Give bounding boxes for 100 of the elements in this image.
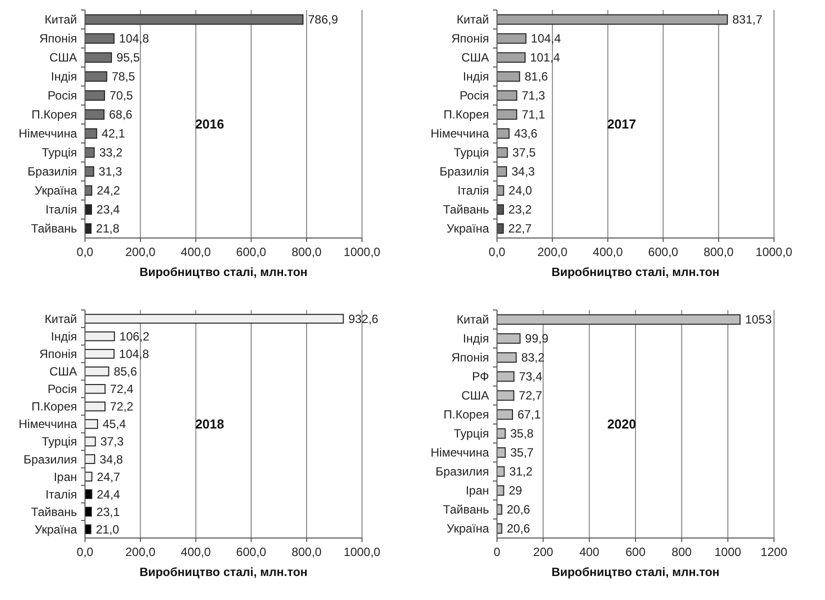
y-tick-label: Японія [451,32,489,46]
x-tick-label: 200,0 [537,245,568,259]
y-tick-label: Турція [454,426,489,441]
x-tick-label: 0 [494,545,501,559]
data-label: 23,1 [96,504,120,519]
annotation: 2018 [195,416,224,432]
y-tick-label: Україна [446,222,490,236]
bar [84,71,108,82]
x-tick-label: 800,0 [292,545,322,559]
data-label: 37,3 [100,434,124,449]
x-tick-label: 400,0 [180,545,212,559]
bar [84,109,104,120]
bar [496,71,520,82]
y-tick-label: Китай [456,312,489,327]
bar [496,109,518,120]
y-tick-label: Росія [460,88,489,103]
bar [496,333,521,344]
y-tick-label: РФ [472,370,489,384]
data-label: 72,2 [110,400,134,414]
y-tick-label: Бразилия [436,464,489,479]
data-label: 932,6 [348,312,379,326]
bar [496,52,526,63]
bar [84,348,115,359]
bar [496,90,518,101]
bar [84,14,304,25]
data-label: 22,7 [508,222,532,236]
data-label: 35,8 [510,426,534,441]
y-tick-label: Індія [462,70,489,84]
data-label: 101,4 [530,50,560,65]
data-label: 20,6 [506,522,530,536]
data-label: 72,7 [518,388,542,403]
y-tick-label: Тайвань [443,502,489,517]
bar [496,390,514,401]
data-label: 35,7 [510,446,534,460]
y-tick-label: Індія [50,330,77,344]
y-tick-label: П.Корея [32,108,77,122]
x-tick-label: 0,0 [76,545,94,559]
x-tick-label: 0,0 [76,245,94,259]
data-label: 83,2 [521,350,545,365]
bar [84,90,106,101]
x-tick-label: 800 [672,545,692,559]
y-tick-label: Індія [462,332,489,346]
data-label: 70,5 [110,88,134,103]
y-tick-label: Японія [39,347,77,362]
data-label: 68,6 [109,108,133,122]
bar [84,436,96,446]
y-tick-label: США [49,364,77,379]
y-tick-label: Іран [54,470,77,484]
y-tick-label: США [461,388,489,403]
data-label: 24,0 [508,184,532,198]
data-label: 67,1 [517,408,542,422]
x-tick-label: 600,0 [648,245,679,259]
bar [84,128,98,139]
x-tick-label: 600,0 [236,545,267,559]
data-label: 72,4 [110,382,134,396]
annotation: 2020 [607,416,636,432]
y-tick-label: Росія [48,382,77,396]
y-tick-label: Україна [34,522,78,536]
x-tick-label: 1000,0 [344,545,381,559]
x-axis-title: Виробництво сталі, млн.тон [139,565,308,579]
y-tick-label: Іран [466,484,489,498]
data-label: 106,2 [119,330,150,344]
data-label: 20,6 [506,502,530,517]
bar [496,14,728,25]
data-label: 34,8 [100,452,124,466]
annotation: 2016 [195,116,224,132]
data-label: 21,8 [96,222,120,236]
data-label: 42,1 [102,126,126,141]
bar [496,371,514,382]
data-label: 95,5 [116,50,140,65]
data-label: 24,4 [96,487,120,502]
data-label: 33,2 [99,146,123,160]
data-label: 81,6 [524,70,548,84]
y-tick-label: США [461,50,489,65]
x-tick-label: 1000,0 [344,245,381,259]
bar [496,33,526,44]
x-axis-title: Виробництво сталі, млн.тон [139,265,308,279]
y-tick-label: Україна [34,184,78,198]
x-tick-label: 200,0 [125,245,156,259]
bar [496,409,513,420]
y-tick-label: Італія [45,487,77,502]
data-label: 85,6 [114,364,138,379]
data-label: 24,7 [96,470,121,484]
y-tick-label: Україна [446,522,490,536]
bar [84,331,115,342]
data-label: 34,3 [512,164,536,179]
y-tick-label: Японія [451,350,489,365]
data-label: 831,7 [732,12,763,27]
data-label: 31,2 [509,464,533,479]
data-label: 71,1 [522,108,546,122]
x-tick-label: 400,0 [592,245,624,259]
data-label: 786,9 [308,12,338,27]
data-label: 78,5 [112,70,136,84]
data-label: 23,2 [508,202,532,217]
y-tick-label: Китай [44,312,77,326]
x-tick-label: 1200 [760,545,788,559]
y-tick-label: Індія [50,70,77,84]
data-label: 45,4 [102,417,126,432]
y-tick-label: Тайвань [31,504,77,519]
x-tick-label: 600,0 [236,245,267,259]
